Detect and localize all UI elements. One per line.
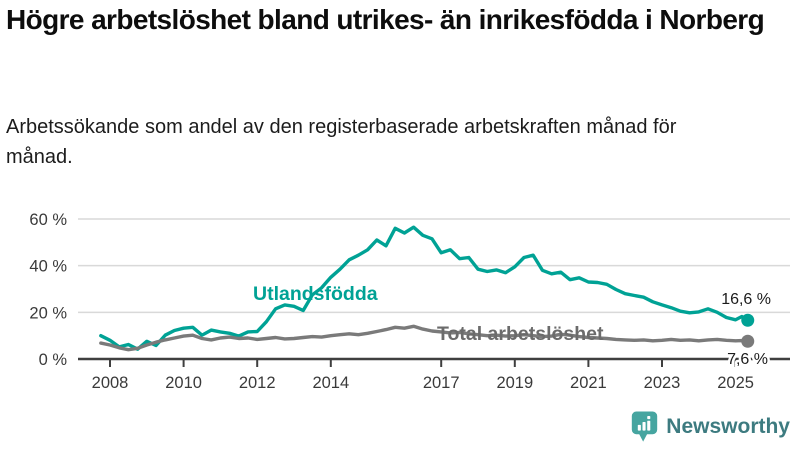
page-title: Högre arbetslöshet bland utrikes- än inr… <box>6 4 765 35</box>
x-tick-label: 2008 <box>92 374 129 392</box>
chart-area: 0 % 20 % 40 % 60 % 2008 2010 2012 2014 2017 2019… <box>0 205 800 405</box>
newsworthy-logo: Newsworthy <box>630 410 790 443</box>
y-tick-label: 0 % <box>39 351 68 369</box>
series-label: Total arbetslöshet <box>437 323 604 345</box>
x-tick-label: 2019 <box>496 374 533 392</box>
x-tick-label: 2021 <box>570 374 607 392</box>
y-tick-label: 60 % <box>29 211 67 229</box>
chart-labels: Utlandsfödda Total arbetslöshet 16,6 % 7,6 … <box>253 283 774 371</box>
series-line-total <box>99 324 750 352</box>
series-label: Utlandsfödda <box>253 283 378 305</box>
x-tick-label: 2012 <box>239 374 276 392</box>
page-subtitle: Arbetssökande som andel av den registerb… <box>6 116 677 168</box>
gridlines: 0 % 20 % 40 % 60 % <box>29 211 790 369</box>
x-tick-label: 2017 <box>423 374 460 392</box>
series-line-utlandsfodda <box>99 225 750 351</box>
series-lines <box>99 225 755 352</box>
brand-name: Newsworthy <box>666 414 790 438</box>
x-tick-label: 2023 <box>644 374 681 392</box>
line-chart: 0 % 20 % 40 % 60 % 2008 2010 2012 2014 2017 2019… <box>29 211 790 392</box>
x-tick-label: 2025 <box>717 374 754 392</box>
series-end-dot <box>741 313 755 327</box>
y-tick-label: 40 % <box>29 258 67 276</box>
y-tick-label: 20 % <box>29 304 67 322</box>
x-tick-label: 2014 <box>312 374 349 392</box>
series-end-value-label: 7,6 % <box>727 351 768 368</box>
series-end-value-label: 16,6 % <box>721 291 771 308</box>
bar-chart-speech-bubble-icon <box>632 411 658 442</box>
x-axis: 2008 2010 2012 2014 2017 2019 2021 2023 2025 <box>78 357 790 392</box>
series-end-dot <box>741 334 755 348</box>
x-tick-label: 2010 <box>165 374 202 392</box>
